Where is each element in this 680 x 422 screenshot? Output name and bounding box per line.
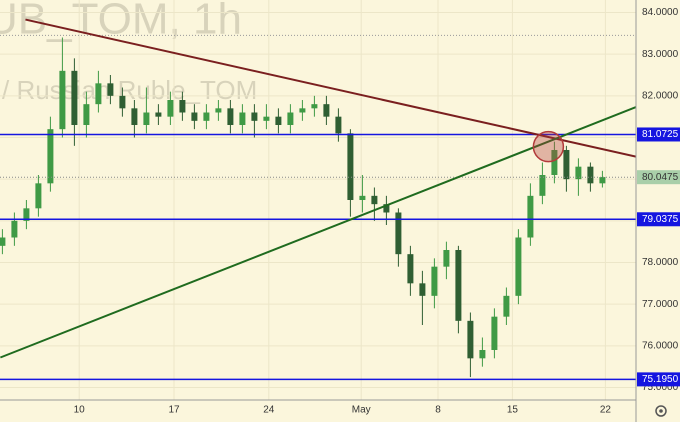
candle-body [23,208,30,221]
candle-body [455,250,462,321]
x-tick-label: 8 [435,405,441,416]
candle-body [143,112,150,125]
candle-body [131,108,138,125]
y-tick-label: 76.0000 [642,340,679,351]
x-tick-label: 10 [74,405,86,416]
candle-body [11,220,18,238]
last-price-box [637,170,680,185]
candle-body [515,237,522,296]
candle-body [323,104,330,117]
candle-body [587,166,594,184]
candle-body [35,183,42,209]
candle-body [407,254,414,284]
candle-body [551,150,558,175]
level-price-label: 75.1950 [642,374,679,385]
candle-body [107,83,114,96]
candle-body [251,112,258,121]
level-price-box [637,372,680,387]
candle-body [59,70,66,130]
y-tick-label: 75.0000 [642,382,679,393]
watermark: / Russian Ruble_TOM [2,75,257,105]
y-tick-label: 78.0000 [642,257,679,268]
candle-body [71,70,78,125]
level-price-label: 79.0375 [642,214,679,225]
candle-body [599,177,606,184]
candle-body [347,133,354,200]
settings-icon[interactable] [655,405,667,417]
candle-body [527,195,534,238]
x-tick-label: 17 [168,405,180,416]
candle-body [395,212,402,255]
plot: UB_TOM, 1h / Russian Ruble_TOM [0,0,637,400]
candle-body [383,204,390,213]
candle-body [335,116,342,134]
candle-body [299,108,306,113]
trend-line [25,18,637,158]
candle-body [95,83,102,105]
candle-body [443,250,450,267]
candle-body [215,108,222,113]
candle-body [155,112,162,117]
candle-body [227,108,234,125]
x-tick-label: 15 [507,405,519,416]
candle-body [431,266,438,296]
x-tick-label: 22 [600,405,612,416]
candle-body [311,104,318,109]
candle-body [539,175,546,196]
candle-body [83,104,90,125]
candle-body [371,195,378,205]
level-price-box [637,212,680,227]
candle-body [167,100,174,117]
candle-body [239,112,246,125]
candle-body [0,237,6,246]
level-price-label: 81.0725 [642,129,679,140]
candle-body [179,100,186,113]
candle-body [287,112,294,125]
candle-body [47,129,54,184]
watermark: UB_TOM, 1h [0,0,242,44]
y-tick-label: 84.0000 [642,7,679,18]
candle-body [359,195,366,200]
candle-body [119,95,126,109]
candle-body [191,112,198,121]
candle-body [479,350,486,359]
candle-body [491,316,498,350]
candle-body [275,116,282,125]
level-price-box [637,127,680,142]
candle-body [419,283,426,296]
candle-body [203,112,210,121]
candle-body [503,295,510,317]
last-price-label: 80.0475 [642,172,679,183]
candle-body [563,150,570,180]
highlight-circle [532,130,565,163]
x-tick-label: May [352,405,371,416]
x-tick-label: 24 [263,405,275,416]
candle-body [467,320,474,359]
candle-body [575,166,582,180]
trend-line [0,106,637,359]
candle-body [263,116,270,121]
y-tick-label: 82.0000 [642,90,679,101]
y-tick-label: 83.0000 [642,49,679,60]
y-tick-label: 77.0000 [642,299,679,310]
